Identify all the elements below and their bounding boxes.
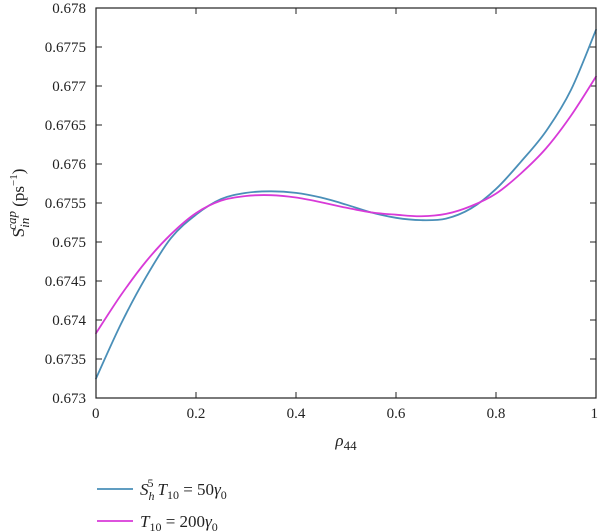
legend-label-series-2: T10 = 200γ0	[140, 512, 218, 532]
legend-label-series-1: Sh5 T10 = 50γ0	[140, 476, 227, 503]
x-tick-label: 0.4	[287, 406, 306, 422]
y-tick-label: 0.678	[52, 1, 86, 17]
y-tick-label: 0.677	[52, 79, 86, 95]
y-axis-label-sup: cap	[4, 211, 19, 230]
series-group	[95, 28, 597, 380]
series-line-2	[95, 75, 597, 335]
y-axis-label-unit-exp: −1	[8, 174, 20, 186]
y-tick-label: 0.673	[52, 391, 86, 407]
y-tick-label: 0.675	[52, 235, 86, 251]
plot-frame	[95, 7, 597, 399]
x-axis-label: ρ44	[334, 431, 357, 453]
y-tick-label: 0.6745	[45, 274, 86, 290]
y-tick-label: 0.6735	[45, 352, 86, 368]
y-axis-label-unit-close: )	[9, 169, 28, 175]
x-tick-label: 1	[591, 406, 599, 422]
y-axis-label-sub: in	[17, 218, 32, 228]
legend: Sh5 T10 = 50γ0 T10 = 200γ0	[97, 476, 227, 532]
y-tick-label: 0.6755	[45, 196, 86, 212]
y-axis-label-s: S	[9, 228, 28, 237]
x-tick-label: 0.6	[387, 406, 406, 422]
x-tick-label: 0	[92, 406, 100, 422]
y-axis-label-unit: (ps	[9, 186, 28, 211]
y-tick-label: 0.676	[52, 157, 86, 173]
y-axis-label: Sincap (ps−1)	[4, 169, 32, 238]
x-axis-ticks: 0 0.2 0.4 0.6 0.8 1	[92, 8, 598, 422]
x-tick-label: 0.8	[487, 406, 506, 422]
x-tick-label: 0.2	[187, 406, 206, 422]
x-axis-label-sub: 44	[344, 438, 358, 453]
y-tick-label: 0.674	[52, 313, 86, 329]
series-line-1	[95, 28, 597, 380]
y-tick-label: 0.6775	[45, 40, 86, 56]
x-axis-label-rho: ρ	[334, 431, 343, 450]
y-tick-label: 0.6765	[45, 118, 86, 134]
y-axis-ticks: 0.673 0.6735 0.674 0.6745 0.675 0.6755 0.676 0.…	[45, 1, 596, 407]
